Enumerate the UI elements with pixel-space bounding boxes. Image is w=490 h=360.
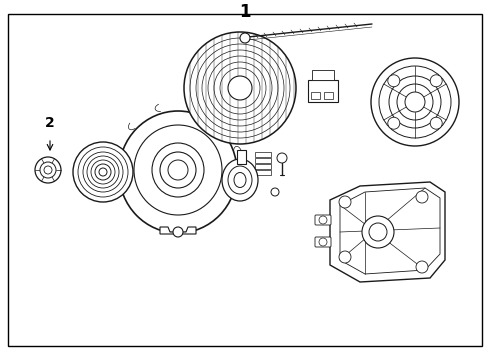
Bar xyxy=(255,152,271,157)
Circle shape xyxy=(388,75,400,87)
Text: 1: 1 xyxy=(239,3,251,21)
FancyBboxPatch shape xyxy=(315,215,331,225)
Ellipse shape xyxy=(152,143,204,197)
FancyBboxPatch shape xyxy=(312,70,334,80)
Ellipse shape xyxy=(234,172,246,188)
Bar xyxy=(157,143,163,149)
Circle shape xyxy=(339,196,351,208)
Circle shape xyxy=(430,117,442,129)
Polygon shape xyxy=(237,150,246,164)
Circle shape xyxy=(416,261,428,273)
Circle shape xyxy=(240,33,250,43)
Circle shape xyxy=(83,152,123,192)
Polygon shape xyxy=(340,188,440,274)
Circle shape xyxy=(271,188,279,196)
Bar xyxy=(203,158,210,163)
Circle shape xyxy=(35,157,61,183)
Bar xyxy=(203,177,210,182)
Ellipse shape xyxy=(134,125,222,215)
Circle shape xyxy=(388,117,400,129)
Circle shape xyxy=(99,168,107,176)
FancyBboxPatch shape xyxy=(324,92,333,99)
Bar xyxy=(176,197,179,203)
Circle shape xyxy=(40,162,56,178)
Circle shape xyxy=(168,160,188,180)
Bar xyxy=(255,170,271,175)
Polygon shape xyxy=(160,227,196,234)
Bar xyxy=(255,158,271,163)
Circle shape xyxy=(389,76,441,128)
Ellipse shape xyxy=(222,159,258,201)
Circle shape xyxy=(339,251,351,263)
Circle shape xyxy=(95,164,111,180)
Bar xyxy=(193,143,198,149)
FancyBboxPatch shape xyxy=(315,237,331,247)
Circle shape xyxy=(228,76,252,100)
Circle shape xyxy=(184,32,296,144)
Circle shape xyxy=(173,227,183,237)
Circle shape xyxy=(430,75,442,87)
Circle shape xyxy=(78,147,128,197)
Circle shape xyxy=(44,166,52,174)
Bar xyxy=(193,191,198,198)
Circle shape xyxy=(405,92,425,112)
Circle shape xyxy=(160,152,196,188)
Circle shape xyxy=(91,160,115,184)
Circle shape xyxy=(416,191,428,203)
Circle shape xyxy=(87,156,119,188)
Circle shape xyxy=(277,153,287,163)
Bar xyxy=(146,158,153,163)
Ellipse shape xyxy=(228,166,252,194)
Ellipse shape xyxy=(119,111,237,233)
Bar xyxy=(157,191,163,198)
Circle shape xyxy=(362,216,394,248)
Polygon shape xyxy=(330,182,445,282)
Circle shape xyxy=(319,238,327,246)
Bar xyxy=(176,137,179,143)
Circle shape xyxy=(73,142,133,202)
Bar xyxy=(255,164,271,169)
Circle shape xyxy=(319,216,327,224)
FancyBboxPatch shape xyxy=(311,92,320,99)
Circle shape xyxy=(371,58,459,146)
Bar xyxy=(146,177,153,182)
Circle shape xyxy=(379,66,451,138)
FancyBboxPatch shape xyxy=(308,80,338,102)
Circle shape xyxy=(397,84,433,120)
Text: 2: 2 xyxy=(45,116,55,130)
Circle shape xyxy=(369,223,387,241)
